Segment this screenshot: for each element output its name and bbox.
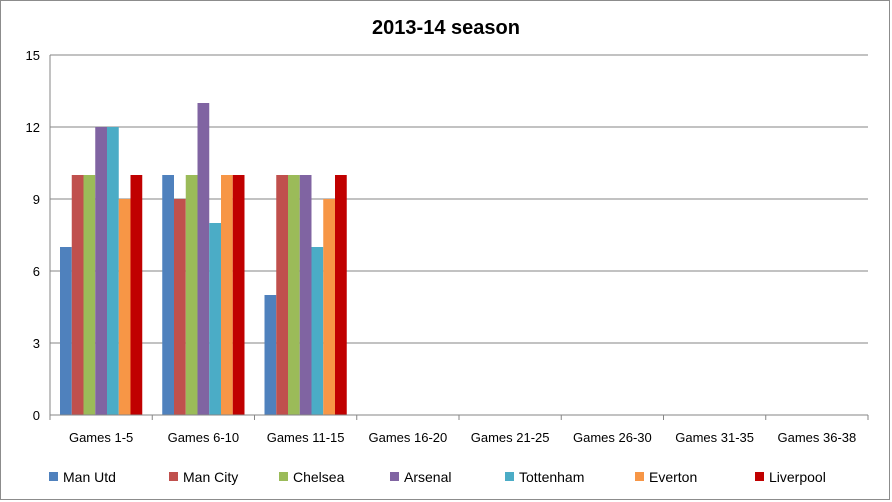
legend-swatch <box>49 472 58 481</box>
y-tick-label: 9 <box>33 192 40 207</box>
legend-swatch <box>169 472 178 481</box>
bar <box>232 175 245 415</box>
y-tick-label: 0 <box>33 408 40 423</box>
x-tick-label: Games 6-10 <box>168 430 240 445</box>
bar <box>197 103 210 415</box>
bar <box>107 127 119 415</box>
legend-label: Liverpool <box>769 469 826 485</box>
x-tick-label: Games 31-35 <box>675 430 754 445</box>
bar <box>118 199 131 415</box>
bar <box>264 295 277 415</box>
bar <box>288 175 300 415</box>
legend-swatch <box>635 472 644 481</box>
x-tick-label: Games 1-5 <box>69 430 133 445</box>
legend-label: Man Utd <box>63 469 116 485</box>
y-tick-label: 3 <box>33 336 40 351</box>
y-tick-label: 6 <box>33 264 40 279</box>
bar <box>311 247 324 415</box>
bar <box>174 199 186 415</box>
legend-label: Man City <box>183 469 238 485</box>
y-tick-label: 12 <box>26 120 40 135</box>
x-tick-label: Games 36-38 <box>777 430 856 445</box>
bar <box>95 127 107 415</box>
legend-label: Everton <box>649 469 697 485</box>
legend: Man Utd Man City Chelsea Arsenal Tottenham Ev… <box>49 469 826 485</box>
legend-label: Tottenham <box>519 469 584 485</box>
legend-swatch <box>505 472 514 481</box>
bar <box>209 223 221 415</box>
bar <box>162 175 174 415</box>
bar <box>299 175 312 415</box>
bar <box>60 247 72 415</box>
bars <box>60 103 347 415</box>
legend-label: Chelsea <box>293 469 345 485</box>
bar <box>221 175 233 415</box>
bar <box>71 175 84 415</box>
x-tick-label: Games 21-25 <box>471 430 550 445</box>
axes: 0 3 6 9 12 15 Games 1-5 Games 6-10 Games 11-15 Ga… <box>26 48 869 445</box>
bar <box>83 175 96 415</box>
x-tick-label: Games 16-20 <box>368 430 447 445</box>
chart-title: 2013-14 season <box>372 17 520 39</box>
legend-swatch <box>390 472 399 481</box>
bar <box>130 175 143 415</box>
bar <box>335 175 347 415</box>
bar <box>185 175 198 415</box>
legend-swatch <box>279 472 288 481</box>
legend-swatch <box>755 472 764 481</box>
y-tick-label: 15 <box>26 48 40 63</box>
legend-label: Arsenal <box>404 469 451 485</box>
bar <box>276 175 288 415</box>
x-tick-label: Games 26-30 <box>573 430 652 445</box>
bar <box>323 199 335 415</box>
x-tick-label: Games 11-15 <box>267 430 345 445</box>
